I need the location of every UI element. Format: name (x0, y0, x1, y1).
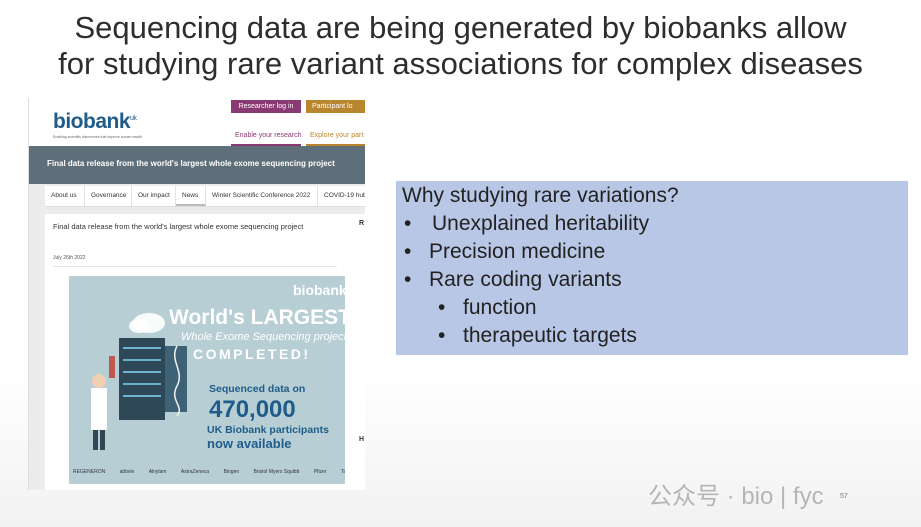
nav-item-winter-conference[interactable]: Winter Scientific Conference 2022 (206, 186, 318, 206)
logo-text: biobank (53, 110, 131, 133)
scientist-head-icon (92, 374, 106, 388)
sidebar-letter: H (359, 436, 365, 443)
site-header: biobankuk Enabling scientific discoverie… (29, 98, 365, 146)
promo-participants: UK Biobank participants (207, 424, 329, 436)
page-banner (29, 146, 365, 184)
test-tube-icon (109, 356, 115, 378)
bullet-item: Precision medicine (429, 240, 606, 263)
website-screenshot: biobankuk Enabling scientific discoverie… (28, 98, 365, 490)
participant-login-button[interactable]: Participant lo (306, 100, 365, 113)
why-rare-variations-box: Why studying rare variations? • Unexplai… (396, 181, 908, 355)
nav-item-covid-hub[interactable]: COVID-19 hub (318, 186, 365, 206)
explore-participation-link[interactable]: Explore your part (310, 132, 364, 139)
bullet-item: Rare coding variants (429, 268, 622, 291)
nav-item-our-impact[interactable]: Our impact (132, 186, 176, 206)
dna-helix-icon (174, 345, 180, 417)
bullet-icon: • (404, 240, 412, 263)
article-divider (53, 266, 337, 267)
logo-sup: uk (130, 115, 137, 122)
sidebar-letter: R (359, 220, 365, 227)
biobank-logo[interactable]: biobankuk (53, 110, 137, 134)
slide-title: Sequencing data are being generated by b… (0, 10, 921, 82)
scientist-body-icon (91, 388, 107, 430)
right-sidebar: R H (345, 214, 365, 490)
box-heading: Why studying rare variations? (402, 184, 679, 207)
site-tagline: Enabling scientific discoveries that imp… (53, 135, 142, 139)
bullet-icon: • (404, 268, 412, 291)
promo-subheadline: Whole Exome Sequencing project (181, 331, 347, 343)
page-number: 57 (840, 493, 848, 500)
sponsor-logo: Bristol Myers Squibb (253, 469, 300, 475)
sponsor-logo: Pfizer (313, 469, 327, 475)
enable-research-link[interactable]: Enable your research (235, 132, 302, 139)
article-date: July 26th 2022 (53, 255, 86, 261)
slide-title-line-1: Sequencing data are being generated by b… (74, 10, 847, 45)
promo-image: biobank World's LARGEST Whole Exome Sequ… (69, 276, 361, 484)
promo-sequenced-label: Sequenced data on (209, 383, 306, 395)
article-title[interactable]: Final data release from the world's larg… (53, 222, 304, 231)
bullet-icon: • (404, 212, 412, 235)
sub-bullet-icon: • (438, 324, 446, 347)
server-rack-icon (119, 338, 165, 420)
promo-illustration (91, 313, 187, 450)
sub-bullet-item: function (463, 296, 537, 319)
sub-bullet-item: therapeutic targets (463, 324, 637, 347)
banner-title: Final data release from the world's larg… (47, 159, 335, 168)
sub-bullet-icon: • (438, 296, 446, 319)
promo-headline: World's LARGEST (169, 306, 351, 329)
researcher-login-button[interactable]: Researcher log in (231, 100, 301, 113)
promo-completed: COMPLETED! (193, 346, 311, 362)
watermark: 公众号 · bio | fyc (648, 483, 824, 510)
sponsor-logo: abbvie (119, 469, 135, 475)
sponsor-logo: AstraZeneca (180, 469, 210, 475)
slide-title-line-2: for studying rare variant associations f… (58, 46, 863, 81)
site-nav: About us Governance Our impact News Wint… (45, 186, 365, 207)
sponsor-logos: REGENERON abbvie Alnylam AstraZeneca Bio… (73, 469, 357, 475)
nav-item-news[interactable]: News (176, 186, 206, 206)
promo-count: 470,000 (209, 396, 296, 423)
sponsor-logo: Alnylam (148, 469, 167, 475)
nav-item-governance[interactable]: Governance (85, 186, 132, 206)
server-side-icon (165, 346, 187, 412)
nav-item-about-us[interactable]: About us (45, 186, 85, 206)
cloud-icon-part (129, 319, 149, 333)
article-card: Final data release from the world's larg… (45, 214, 361, 490)
sponsor-logo: REGENERON (73, 469, 106, 475)
promo-biobank-logo: biobank (293, 282, 347, 298)
sponsor-logo: Biogen (223, 469, 240, 475)
promo-available: now available (207, 436, 292, 451)
bullet-item: Unexplained heritability (432, 212, 650, 235)
participant-underline (306, 144, 365, 146)
researcher-underline (231, 144, 301, 146)
